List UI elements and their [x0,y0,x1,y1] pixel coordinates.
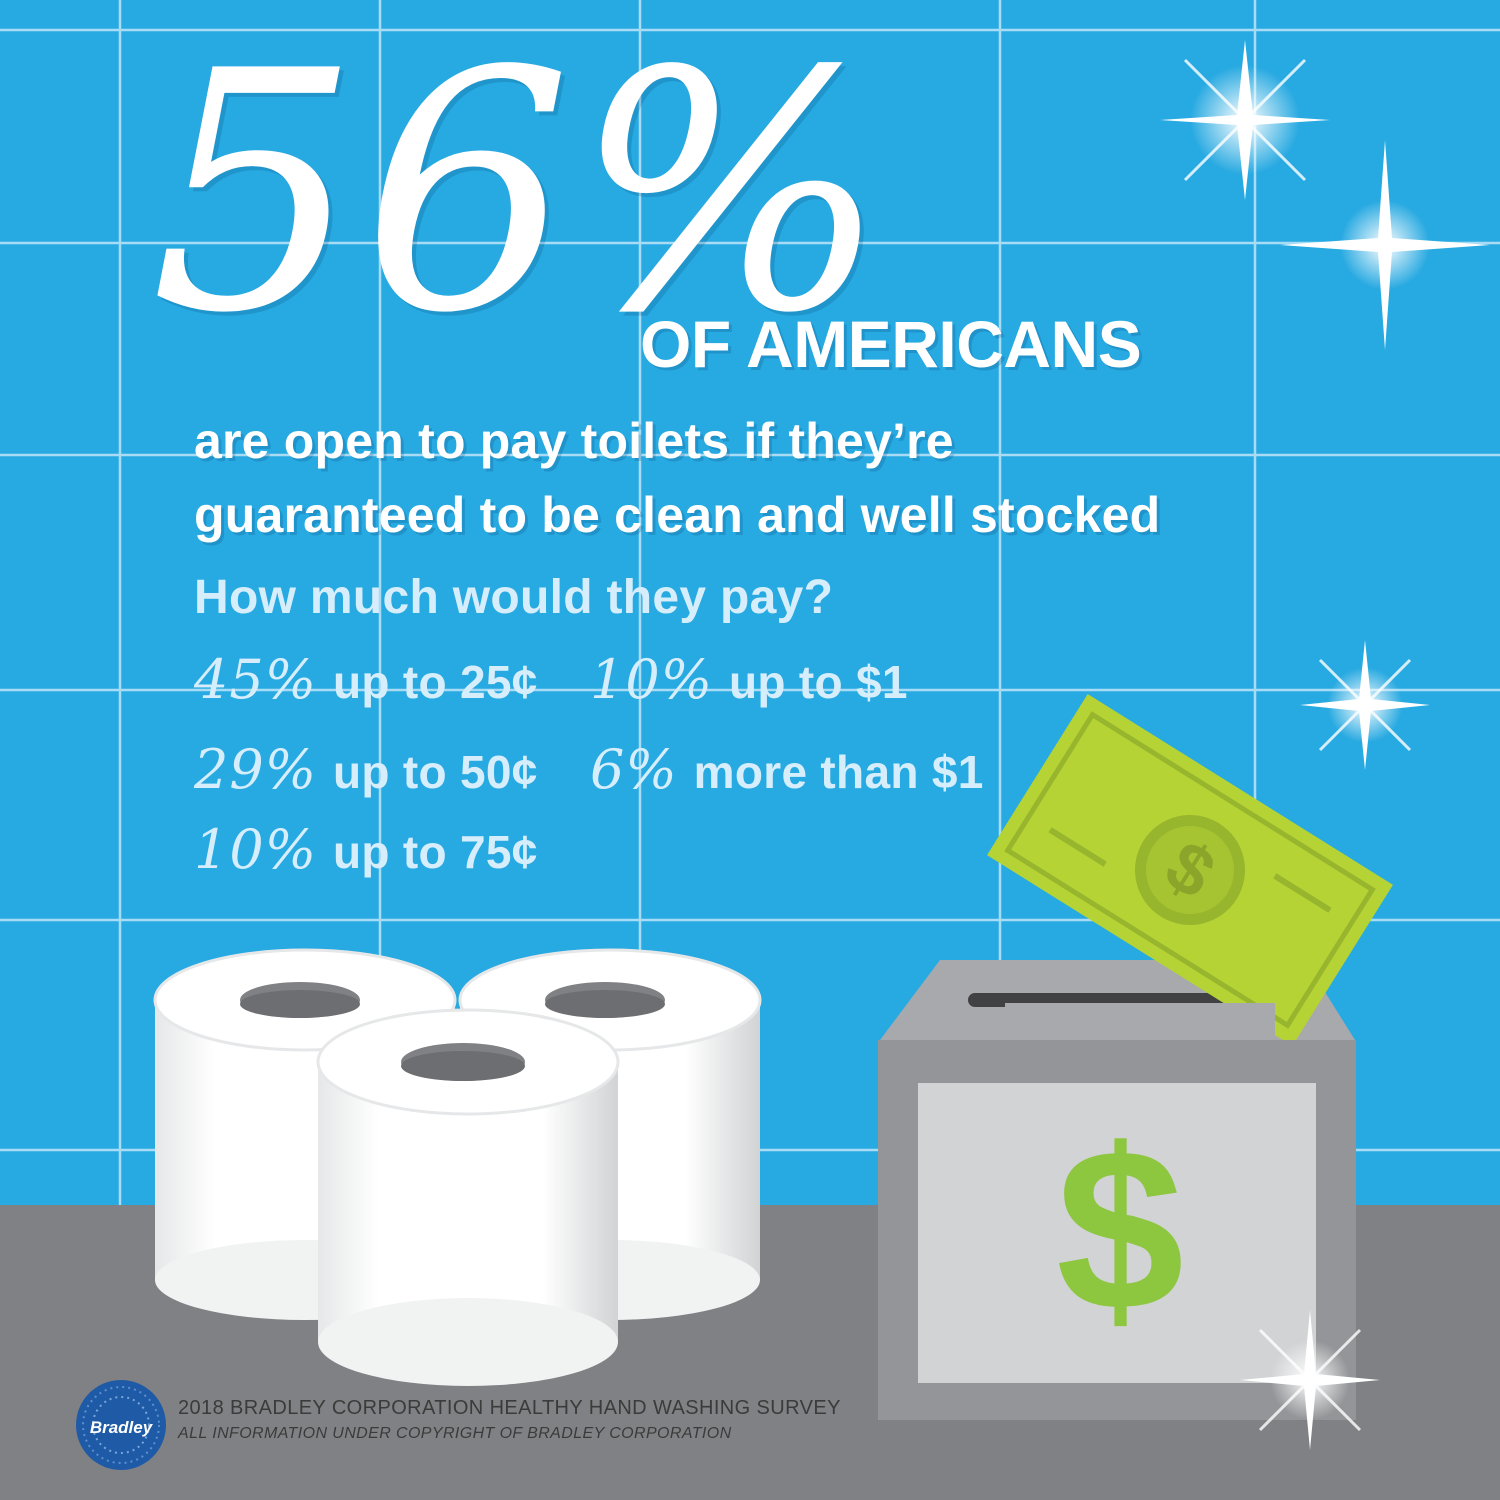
sparkle-icon [1240,1310,1380,1450]
donation-box-icon [878,1040,1356,1420]
headline-description: are open to pay toilets if they’re guara… [194,404,1160,552]
sparkle-icon [1160,40,1330,200]
logo-text: Bradley [89,1418,153,1437]
payment-option: 6% more than $1 [590,738,984,801]
option-label: up to $1 [729,656,908,708]
survey-source: 2018 BRADLEY CORPORATION HEALTHY HAND WA… [178,1397,841,1419]
option-percent: 10% [590,648,714,711]
option-percent: 45% [194,648,318,711]
payment-option: 29% up to 50¢ [194,738,538,801]
description-line: are open to pay toilets if they’re [194,413,954,469]
option-label: more than $1 [693,746,984,798]
dollar-bill-icon: $ [987,694,1393,1046]
bradley-logo [76,1380,166,1470]
option-percent: 10% [194,818,318,881]
payment-option: 10% up to 75¢ [194,818,538,881]
headline-subhead: OF AMERICANS [640,307,1142,381]
option-percent: 29% [194,738,318,801]
copyright-notice: ALL INFORMATION UNDER COPYRIGHT OF BRADL… [178,1425,732,1442]
option-percent: 6% [590,738,678,801]
sparkle-icon [1280,140,1490,350]
dollar-sign-icon: $ [1056,1101,1184,1358]
payment-option: 45% up to 25¢ [194,648,538,711]
toilet-paper-roll-icon [316,1008,620,1386]
payment-option: 10% up to $1 [590,648,908,711]
option-label: up to 25¢ [333,656,538,708]
sparkle-icon [1300,640,1430,770]
option-label: up to 50¢ [333,746,538,798]
question-heading: How much would they pay? [194,571,834,624]
description-line: guaranteed to be clean and well stocked [194,487,1161,543]
option-label: up to 75¢ [333,826,538,878]
headline-stat: 56% [150,1,890,385]
